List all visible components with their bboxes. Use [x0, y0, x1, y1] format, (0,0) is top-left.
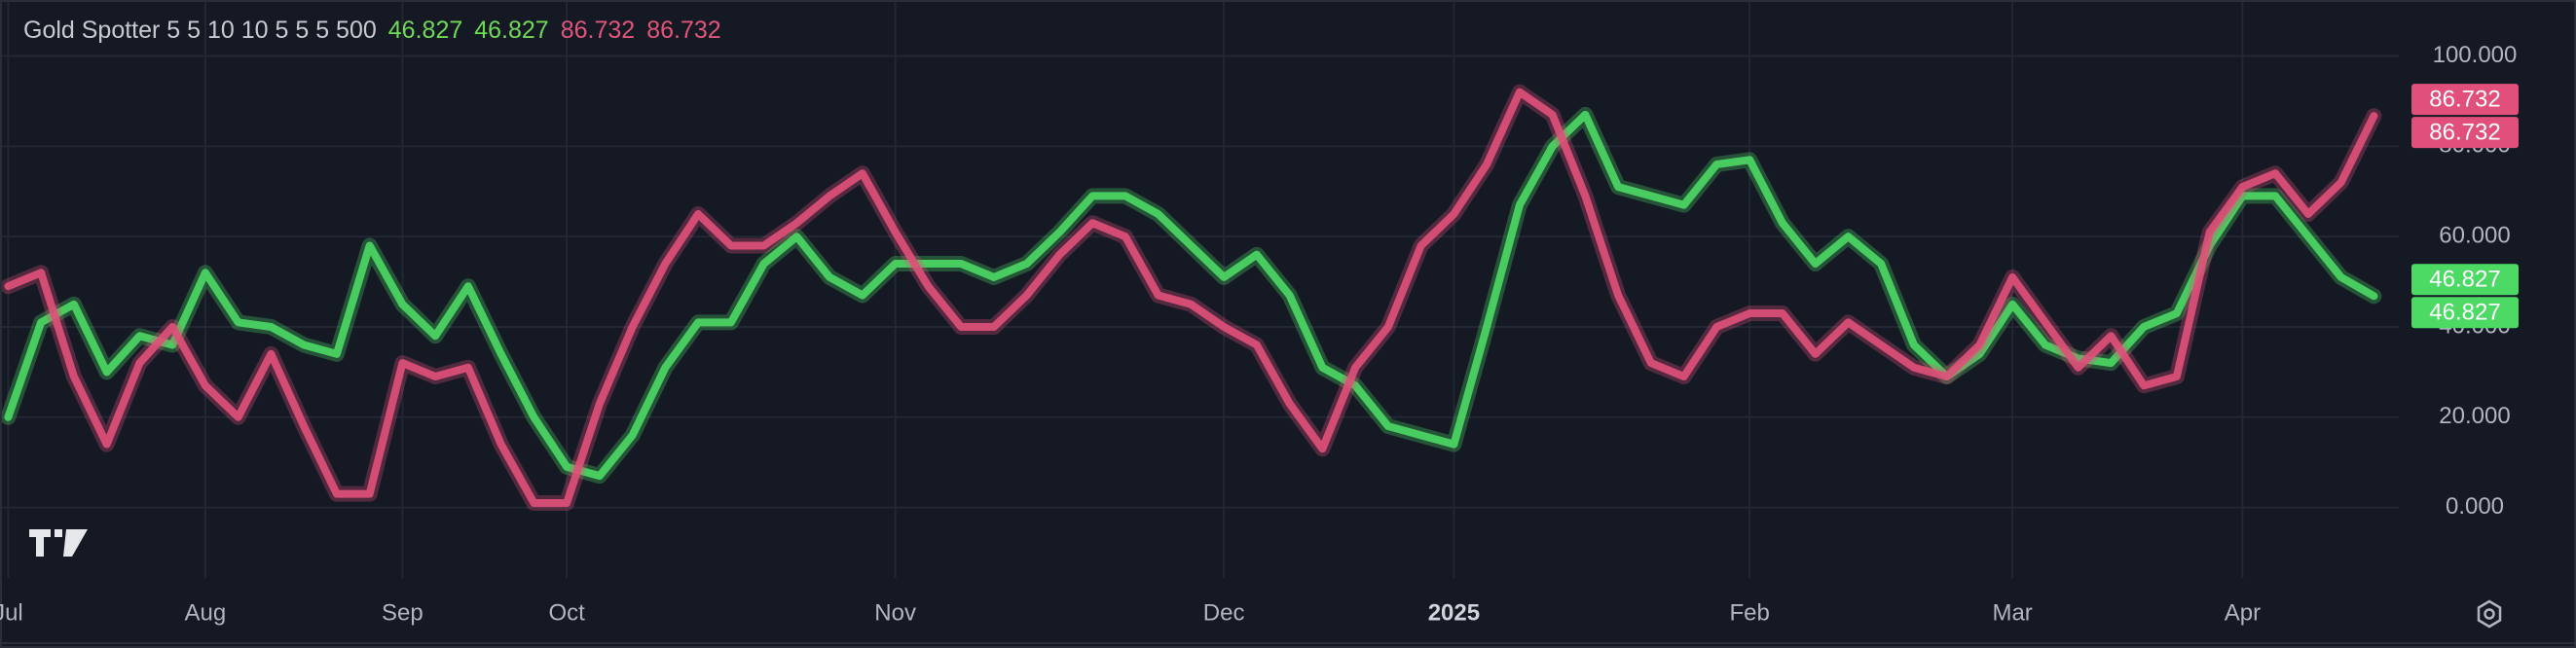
grid: [0, 0, 2399, 578]
x-tick-label: Oct: [548, 599, 585, 626]
legend-value: 86.732: [560, 17, 636, 44]
x-tick-label: Feb: [1729, 599, 1769, 626]
x-tick-label: Dec: [1203, 599, 1245, 626]
y-tick-label: 20.000: [2439, 403, 2510, 429]
price-label-box: [2411, 117, 2519, 149]
x-tick-label: Apr: [2225, 599, 2261, 626]
legend-value: 46.827: [387, 17, 463, 44]
price-label-box: [2411, 297, 2519, 329]
price-label: 86.732: [2429, 86, 2500, 112]
y-tick-label: 60.000: [2439, 223, 2510, 249]
y-tick-label: 100.000: [2433, 42, 2518, 68]
x-tick-label: Mar: [1992, 599, 2032, 626]
legend: Gold Spotter 5 5 10 10 5 5 5 500 46.827 46…: [23, 17, 733, 45]
series-line: [4, 88, 2378, 507]
series-line: [4, 110, 2378, 481]
legend-value: 86.732: [646, 17, 721, 44]
x-tick-label: Jul: [0, 599, 23, 626]
price-label: 86.732: [2429, 119, 2500, 145]
tv-logo: [29, 529, 88, 557]
price-label-box: [2411, 84, 2519, 116]
x-tick-label: Sep: [382, 599, 423, 626]
legend-value: 46.827: [474, 17, 549, 44]
x-tick-label: Nov: [874, 599, 916, 626]
price-label: 46.827: [2429, 267, 2500, 293]
x-tick-label: 2025: [1428, 599, 1480, 626]
settings-icon[interactable]: [2477, 599, 2502, 629]
price-label-box: [2411, 264, 2519, 296]
indicator-title: Gold Spotter 5 5 10 10 5 5 5 500: [23, 17, 377, 44]
price-label: 46.827: [2429, 300, 2500, 326]
x-tick-label: Aug: [185, 599, 227, 626]
y-tick-label: 0.000: [2446, 493, 2504, 520]
plot: [0, 84, 2382, 511]
